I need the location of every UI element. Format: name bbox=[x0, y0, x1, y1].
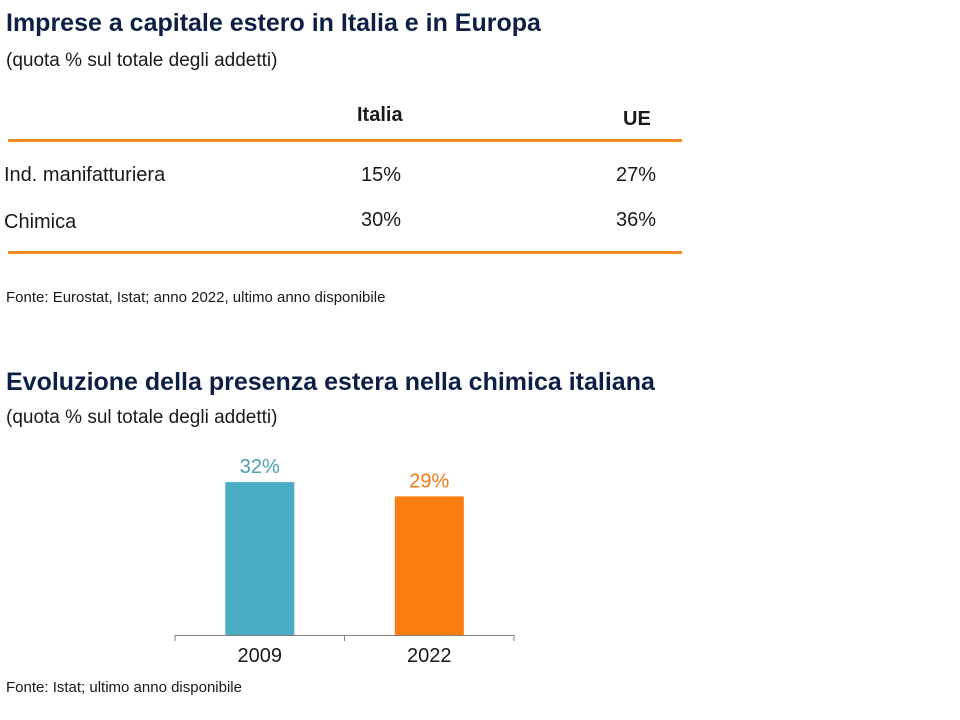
cell-manifatturiera-italia: 15% bbox=[361, 164, 402, 186]
category-label-2009: 2009 bbox=[238, 645, 283, 667]
bar-chart: 32% 2009 29% 2022 bbox=[174, 456, 515, 667]
bar-2022 bbox=[394, 496, 464, 635]
chart-title: Evoluzione della presenza estera nella c… bbox=[6, 368, 655, 396]
row-label-chimica: Chimica bbox=[4, 211, 77, 233]
table-subtitle: (quota % sul totale degli addetti) bbox=[6, 50, 278, 71]
category-label-2022: 2022 bbox=[407, 645, 452, 667]
table-top-rule bbox=[8, 139, 682, 142]
chart-source-note: Fonte: Istat; ultimo anno disponibile bbox=[6, 679, 242, 696]
value-label-2022: 29% bbox=[409, 470, 449, 492]
cell-chimica-italia: 30% bbox=[361, 209, 402, 231]
chart-subtitle: (quota % sul totale degli addetti) bbox=[6, 407, 278, 428]
table-bottom-rule bbox=[8, 251, 682, 254]
column-header-ue: UE bbox=[623, 108, 651, 130]
cell-manifatturiera-ue: 27% bbox=[616, 164, 657, 186]
value-label-2009: 32% bbox=[240, 456, 280, 478]
table-title: Imprese a capitale estero in Italia e in… bbox=[6, 9, 541, 37]
row-label-manifatturiera: Ind. manifatturiera bbox=[4, 164, 166, 186]
bar-2009 bbox=[225, 482, 295, 635]
column-header-italia: Italia bbox=[357, 104, 403, 126]
table-source-note: Fonte: Eurostat, Istat; anno 2022, ultim… bbox=[6, 289, 386, 306]
cell-chimica-ue: 36% bbox=[616, 209, 657, 231]
